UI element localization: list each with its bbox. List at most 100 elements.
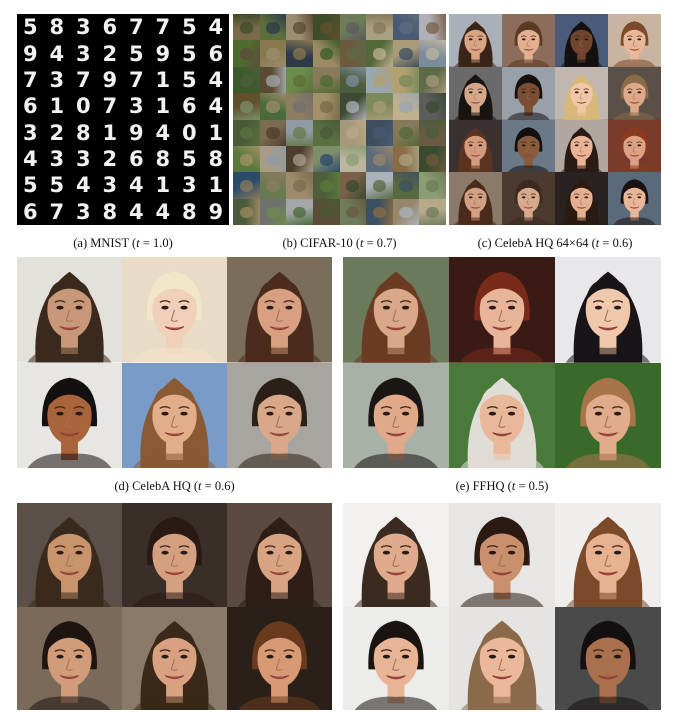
face-sample bbox=[555, 14, 608, 67]
mnist-digit: 3 bbox=[128, 94, 144, 119]
mnist-digit: 6 bbox=[22, 94, 38, 119]
right-brow bbox=[505, 300, 518, 303]
shoulders bbox=[353, 347, 439, 363]
fringe bbox=[464, 78, 487, 89]
face-sample bbox=[608, 172, 661, 225]
mnist-digit: 5 bbox=[181, 147, 197, 172]
ffhq-samples-panel bbox=[343, 257, 661, 468]
fringe bbox=[373, 385, 419, 407]
left-brow bbox=[626, 35, 633, 37]
cifar-thumbnail bbox=[339, 93, 367, 120]
mnist-digit: 0 bbox=[181, 120, 197, 145]
mnist-digit: 7 bbox=[49, 199, 65, 224]
shoulders bbox=[132, 452, 217, 468]
cifar-thumbnail bbox=[392, 172, 420, 199]
right-brow bbox=[73, 405, 85, 409]
fringe bbox=[464, 25, 487, 37]
cifar-thumbnail bbox=[366, 93, 393, 120]
face-portrait bbox=[555, 172, 608, 225]
right-brow bbox=[583, 193, 590, 196]
shoulders bbox=[560, 217, 603, 225]
face-sample bbox=[555, 119, 608, 173]
right-eye bbox=[584, 38, 589, 41]
right-brow bbox=[636, 35, 643, 37]
left-eye bbox=[382, 411, 391, 416]
right-eye bbox=[401, 305, 410, 310]
right-brow bbox=[477, 141, 484, 143]
shoulders bbox=[27, 347, 112, 363]
mnist-digit: 4 bbox=[208, 15, 224, 40]
shoulders bbox=[459, 453, 545, 468]
right-brow bbox=[178, 648, 190, 652]
neck bbox=[471, 52, 480, 63]
fringe bbox=[47, 280, 92, 302]
shoulders bbox=[460, 696, 544, 710]
mnist-digit: 9 bbox=[128, 120, 144, 145]
cifar-thumbnail bbox=[233, 14, 260, 41]
left-brow bbox=[264, 648, 276, 652]
nose bbox=[473, 40, 478, 47]
right-eye bbox=[584, 143, 589, 146]
left-brow bbox=[54, 300, 66, 303]
nose bbox=[604, 658, 612, 671]
mnist-digit: 8 bbox=[49, 15, 65, 40]
left-eye bbox=[266, 654, 274, 659]
cifar-object bbox=[266, 74, 280, 87]
nose bbox=[473, 198, 478, 205]
mouth bbox=[386, 571, 406, 576]
cifar-thumbnail bbox=[419, 14, 446, 41]
left-brow bbox=[573, 193, 580, 196]
face-portrait bbox=[449, 606, 555, 710]
right-brow bbox=[73, 545, 85, 548]
left-eye bbox=[521, 38, 526, 41]
face-portrait bbox=[122, 257, 227, 363]
face-portrait bbox=[449, 257, 555, 363]
mnist-digit: 1 bbox=[155, 94, 171, 119]
mouth bbox=[269, 674, 290, 679]
face-sample bbox=[449, 172, 502, 225]
left-brow bbox=[159, 545, 171, 548]
shoulders bbox=[507, 59, 550, 67]
left-brow bbox=[380, 648, 393, 652]
cifar-object bbox=[346, 206, 360, 219]
cifar-object bbox=[319, 180, 333, 193]
nose bbox=[275, 309, 283, 322]
cifar-object bbox=[266, 180, 280, 193]
mouth bbox=[269, 431, 290, 436]
caption-celebahq: (d) CelebA HQ (t = 0.6) bbox=[17, 479, 332, 494]
right-eye bbox=[75, 654, 83, 659]
mnist-digit: 6 bbox=[128, 147, 144, 172]
mouth bbox=[629, 206, 640, 209]
cifar-thumbnail bbox=[259, 14, 287, 41]
fringe bbox=[517, 183, 540, 195]
face-sample bbox=[449, 257, 555, 363]
neck bbox=[630, 157, 639, 169]
right-brow bbox=[477, 193, 484, 196]
cifar-object bbox=[426, 153, 440, 166]
cifar-thumbnail bbox=[286, 40, 313, 67]
right-eye bbox=[285, 305, 293, 310]
cifar-thumbnail bbox=[259, 145, 287, 173]
cifar-object bbox=[426, 101, 440, 113]
left-eye bbox=[56, 654, 64, 659]
left-brow bbox=[592, 545, 605, 548]
mouth bbox=[470, 154, 481, 157]
right-brow bbox=[399, 300, 412, 303]
fringe bbox=[585, 385, 631, 407]
right-brow bbox=[399, 648, 412, 652]
right-brow bbox=[583, 88, 590, 90]
cifar-thumbnail bbox=[392, 119, 420, 146]
mouth bbox=[492, 431, 512, 436]
face-portrait bbox=[555, 606, 661, 710]
mnist-digit: 1 bbox=[208, 120, 224, 145]
cifar-thumbnail bbox=[419, 172, 446, 199]
cifar10-image-grid bbox=[233, 14, 446, 225]
nose bbox=[498, 415, 506, 428]
right-eye bbox=[478, 91, 483, 94]
mnist-digit: 2 bbox=[102, 41, 118, 66]
shoulders bbox=[133, 592, 216, 607]
mouth bbox=[576, 48, 587, 51]
shoulders bbox=[565, 347, 651, 363]
right-brow bbox=[505, 648, 518, 652]
